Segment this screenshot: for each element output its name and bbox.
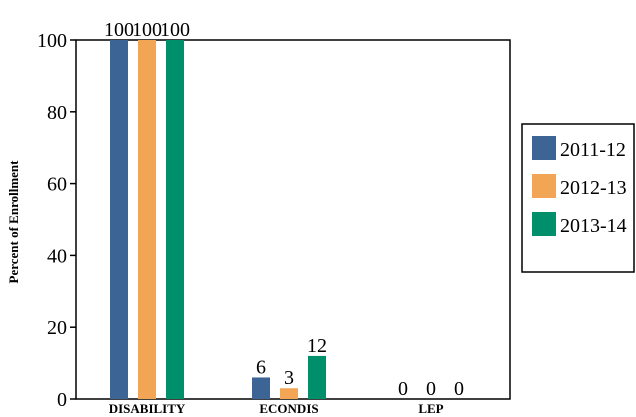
y-axis-title: Percent of Enrollment [6, 160, 21, 284]
data-label: 0 [454, 378, 464, 400]
bar [308, 355, 326, 399]
data-label: 6 [256, 356, 266, 378]
y-tick-label: 60 [47, 174, 67, 196]
data-label: 0 [398, 378, 408, 400]
x-category-label: DISABILITY [109, 401, 186, 416]
y-tick-label: 40 [47, 245, 67, 267]
data-label: 0 [426, 378, 436, 400]
data-label: 12 [307, 335, 327, 357]
data-label: 3 [284, 367, 294, 389]
legend-label: 2013-14 [560, 215, 627, 237]
data-label: 100 [132, 19, 162, 41]
legend-label: 2012-13 [560, 177, 627, 199]
y-tick-label: 20 [47, 317, 67, 339]
x-category-label: ECONDIS [259, 401, 318, 416]
y-tick-label: 0 [57, 389, 67, 411]
legend-swatch [532, 136, 556, 160]
data-label: 100 [104, 19, 134, 41]
y-tick-label: 100 [37, 30, 67, 52]
bar [252, 377, 270, 399]
bar [280, 388, 298, 399]
y-tick-label: 80 [47, 102, 67, 124]
legend-swatch [532, 212, 556, 236]
data-label: 100 [160, 19, 190, 41]
legend-label: 2011-12 [560, 139, 626, 161]
bar [110, 40, 128, 399]
legend-swatch [532, 174, 556, 198]
bar [166, 40, 184, 399]
bar [138, 40, 156, 399]
legend: 2011-12 2012-13 2013-14 [521, 123, 635, 273]
x-category-label: LEP [418, 401, 443, 416]
